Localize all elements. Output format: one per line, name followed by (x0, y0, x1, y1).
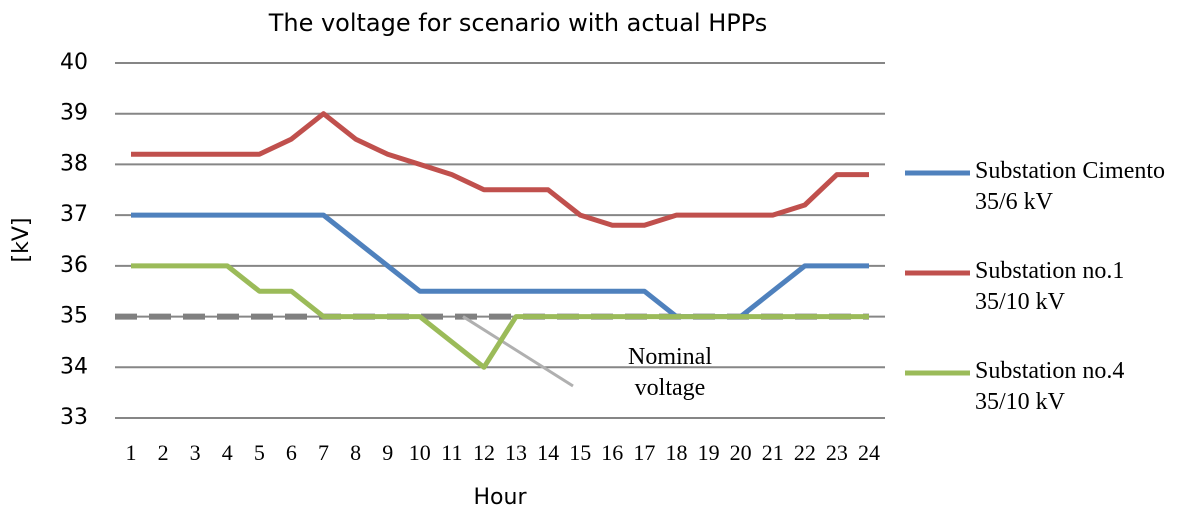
x-tick-label: 18 (665, 440, 687, 465)
x-tick-label: 23 (826, 440, 848, 465)
y-tick-label: 34 (60, 354, 88, 379)
x-tick-label: 1 (126, 440, 137, 465)
y-tick-label: 38 (60, 151, 88, 176)
legend-label: Substation Cimento 35/6 kV (975, 158, 1166, 215)
x-tick-label: 12 (473, 440, 495, 465)
y-tick-label: 35 (60, 304, 88, 329)
x-tick-label: 17 (633, 440, 655, 465)
x-tick-label: 6 (286, 440, 297, 465)
x-tick-label: 19 (698, 440, 720, 465)
chart-title: The voltage for scenario with actual HPP… (268, 9, 768, 37)
y-tick-label: 33 (60, 405, 88, 430)
x-tick-label: 20 (730, 440, 752, 465)
x-tick-label: 22 (794, 440, 816, 465)
x-tick-label: 8 (350, 440, 361, 465)
y-tick-label: 36 (60, 253, 88, 278)
x-tick-label: 14 (537, 440, 559, 465)
x-tick-label: 3 (190, 440, 201, 465)
x-tick-label: 21 (762, 440, 784, 465)
x-tick-label: 16 (601, 440, 623, 465)
x-tick-label: 13 (505, 440, 527, 465)
series-line (131, 111, 869, 228)
x-tick-label: 4 (222, 440, 233, 465)
x-tick-label: 15 (569, 440, 591, 465)
legend-label: Substation no.1 35/10 kV (975, 258, 1125, 315)
legend-label: Substation no.4 35/10 kV (975, 358, 1125, 415)
x-tick-label: 24 (858, 440, 880, 465)
x-tick-label: 5 (254, 440, 265, 465)
x-tick-label: 2 (158, 440, 169, 465)
annotation-pointer (462, 315, 574, 388)
y-tick-label: 37 (60, 202, 88, 227)
x-axis-label: Hour (474, 485, 528, 510)
series-line (131, 263, 869, 370)
annotation: Nominal voltage (628, 344, 712, 401)
y-axis-label: [kV] (9, 218, 34, 263)
x-tick-label: 11 (441, 440, 462, 465)
y-tick-label: 39 (60, 101, 88, 126)
x-tick-label: 7 (318, 440, 329, 465)
x-tick-label: 10 (409, 440, 431, 465)
y-tick-label: 40 (60, 50, 88, 75)
x-tick-label: 9 (382, 440, 393, 465)
series-line (131, 212, 869, 320)
